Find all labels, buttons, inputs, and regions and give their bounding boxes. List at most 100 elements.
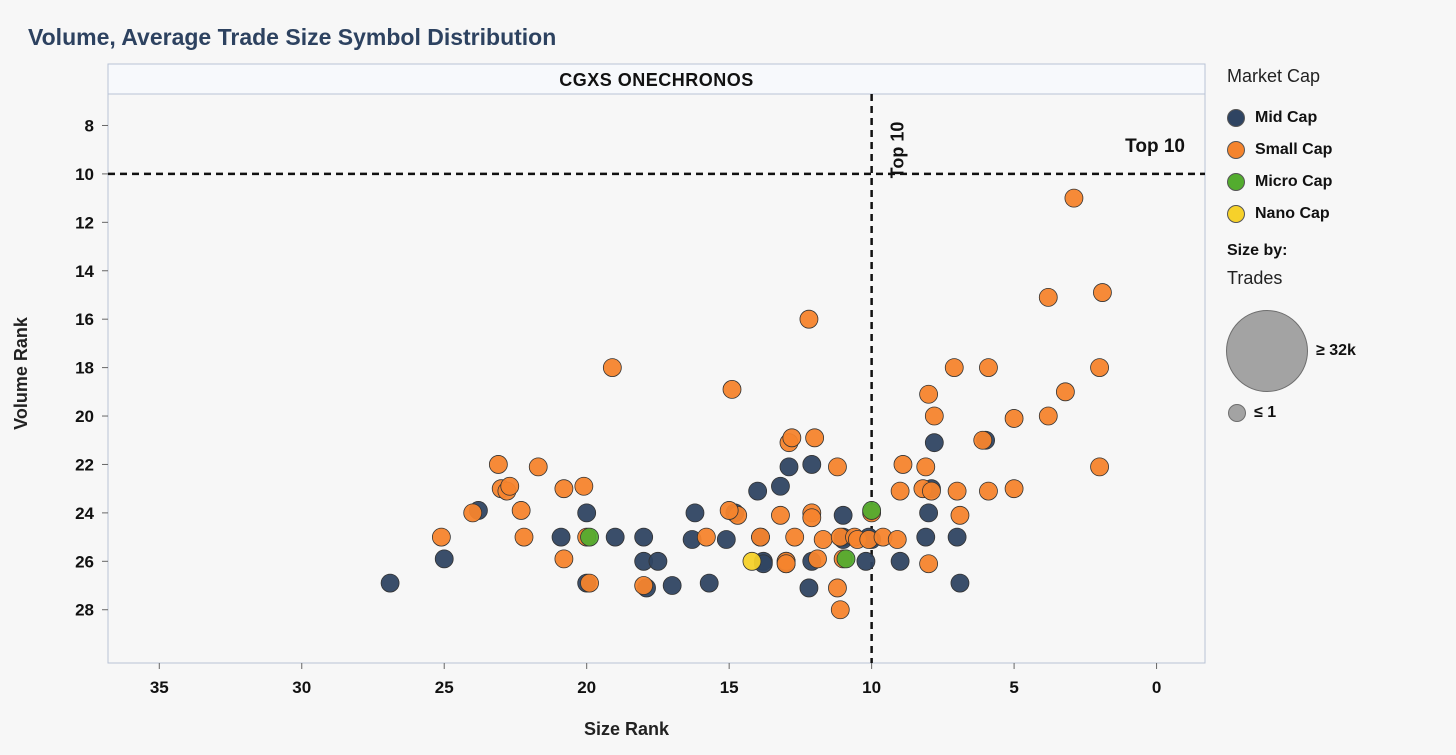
size-legend-min-label: ≤ 1 <box>1254 404 1277 421</box>
point-mid-cap <box>802 455 822 474</box>
point-small-cap <box>785 527 805 547</box>
nano-cap-swatch <box>1227 205 1245 223</box>
y-tick-label: 18 <box>75 359 94 378</box>
x-tick-label: 0 <box>1152 678 1161 697</box>
point-small-cap <box>1064 188 1084 208</box>
point-mid-cap <box>551 527 571 547</box>
point-nano-cap <box>742 551 762 571</box>
point-mid-cap <box>856 551 876 571</box>
point-small-cap <box>944 358 964 378</box>
point-small-cap <box>916 457 936 477</box>
point-small-cap <box>500 476 520 496</box>
legend-item-nano-cap[interactable]: Nano Cap <box>1227 205 1330 223</box>
y-tick-label: 14 <box>75 262 94 281</box>
point-mid-cap <box>779 457 799 477</box>
point-mid-cap <box>916 527 936 547</box>
point-small-cap <box>799 309 819 329</box>
mid-cap-swatch <box>1227 109 1245 127</box>
point-small-cap <box>1090 358 1109 378</box>
point-small-cap <box>722 379 742 399</box>
size-legend-small-circle <box>1228 404 1246 422</box>
y-tick-label: 12 <box>75 213 94 232</box>
point-small-cap <box>805 428 825 448</box>
y-tick-label: 8 <box>85 116 94 135</box>
point-mid-cap <box>716 530 736 549</box>
point-mid-cap <box>634 527 654 547</box>
point-micro-cap <box>862 501 882 520</box>
point-small-cap <box>922 481 941 501</box>
x-tick-label: 20 <box>577 678 596 697</box>
x-axis-title: Size Rank <box>584 719 670 739</box>
point-mid-cap <box>890 551 910 571</box>
y-tick-label: 26 <box>75 552 94 571</box>
point-small-cap <box>924 406 944 426</box>
point-small-cap <box>696 527 716 547</box>
point-small-cap <box>511 501 531 520</box>
x-tick-label: 25 <box>435 678 454 697</box>
point-micro-cap <box>836 549 856 569</box>
point-small-cap <box>919 554 939 574</box>
point-mid-cap <box>699 573 719 593</box>
point-small-cap <box>802 508 822 528</box>
point-small-cap <box>828 457 847 477</box>
point-small-cap <box>771 505 790 525</box>
point-small-cap <box>1004 479 1024 499</box>
point-small-cap <box>574 476 594 496</box>
size-legend-large-circle <box>1226 310 1308 392</box>
point-small-cap <box>463 503 483 523</box>
y-tick-label: 22 <box>75 455 94 474</box>
point-small-cap <box>919 384 939 404</box>
point-small-cap <box>528 457 548 477</box>
panel-header <box>107 63 1206 95</box>
point-small-cap <box>828 578 847 598</box>
x-tick-label: 5 <box>1009 678 1018 697</box>
legend-item-mid-cap[interactable]: Mid Cap <box>1227 109 1317 127</box>
legend-title: Market Cap <box>1227 66 1321 86</box>
point-micro-cap <box>580 527 599 547</box>
point-small-cap <box>830 600 850 620</box>
point-small-cap <box>602 358 622 378</box>
point-small-cap <box>887 530 907 549</box>
point-small-cap <box>947 481 967 501</box>
point-small-cap <box>634 576 654 595</box>
scatter-chart: CGXS ONECHRONOS 8 10 12 14 16 18 20 22 24 26 28 35 30… <box>11 63 1206 739</box>
y-axis-title: Volume Rank <box>11 316 31 430</box>
point-mid-cap <box>799 578 819 598</box>
legend-item-small-cap[interactable]: Small Cap <box>1227 141 1332 159</box>
point-small-cap <box>808 549 827 569</box>
legend-label-nano-cap: Nano Cap <box>1255 205 1330 222</box>
point-mid-cap <box>577 503 597 523</box>
reference-label-x: Top 10 <box>888 122 908 179</box>
point-small-cap <box>782 428 802 448</box>
point-mid-cap <box>919 503 939 523</box>
size-field-label: Trades <box>1227 268 1283 288</box>
reference-label-y: Top 10 <box>1125 136 1185 157</box>
point-small-cap <box>554 479 574 499</box>
y-tick-label: 20 <box>75 407 94 426</box>
point-mid-cap <box>605 527 625 547</box>
x-tick-label: 30 <box>292 678 311 697</box>
point-small-cap <box>1093 283 1112 302</box>
point-mid-cap <box>833 505 853 525</box>
legend-label-small-cap: Small Cap <box>1255 141 1333 158</box>
panel-title: CGXS ONECHRONOS <box>559 70 754 90</box>
point-mid-cap <box>662 576 682 595</box>
point-small-cap <box>973 430 993 450</box>
page-title: Volume, Average Trade Size Symbol Distri… <box>28 24 557 50</box>
legend-item-micro-cap[interactable]: Micro Cap <box>1227 173 1332 191</box>
y-tick-label: 10 <box>75 165 94 184</box>
micro-cap-swatch <box>1227 173 1245 191</box>
x-tick-label: 10 <box>862 678 881 697</box>
point-mid-cap <box>924 433 944 453</box>
point-small-cap <box>431 527 451 547</box>
point-mid-cap <box>950 573 970 593</box>
point-small-cap <box>950 505 970 525</box>
plot-area <box>107 93 1206 664</box>
point-small-cap <box>514 527 534 547</box>
x-tick-label: 35 <box>150 678 169 697</box>
legend-label-micro-cap: Micro Cap <box>1255 173 1333 190</box>
point-mid-cap <box>648 551 668 571</box>
point-small-cap <box>893 455 913 474</box>
point-small-cap <box>1038 406 1058 426</box>
y-tick-label: 16 <box>75 310 94 329</box>
